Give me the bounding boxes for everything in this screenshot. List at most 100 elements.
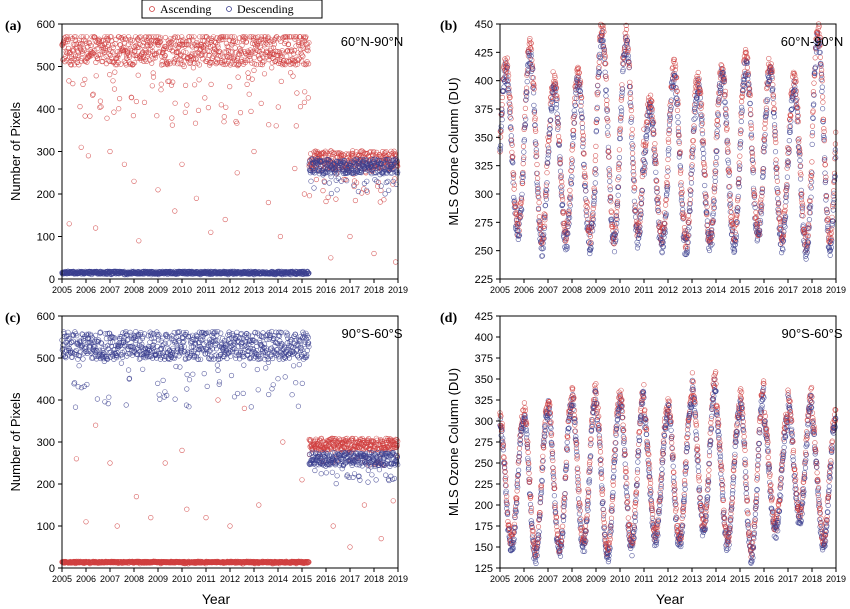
data-point-ascending <box>251 55 257 61</box>
data-point-ascending <box>170 49 176 55</box>
data-point-ascending <box>213 60 219 67</box>
data-point-ascending <box>216 37 222 43</box>
x-tick-label: 2019 <box>388 285 408 295</box>
data-point-ascending <box>129 37 135 44</box>
data-point-ascending <box>809 123 816 129</box>
data-point-ascending <box>631 172 637 178</box>
data-point-ascending <box>170 79 176 85</box>
data-point-ascending <box>190 37 196 43</box>
panel-label-b: (b) <box>440 19 457 34</box>
data-point-ascending <box>181 58 187 64</box>
data-point-ascending <box>681 225 688 231</box>
data-point-ascending <box>222 34 229 40</box>
data-point-ascending <box>216 48 223 54</box>
data-point-descending <box>523 116 529 122</box>
data-point-ascending <box>665 156 671 163</box>
data-point-descending <box>344 178 350 184</box>
data-point-ascending <box>221 34 227 40</box>
data-point-ascending <box>154 39 160 46</box>
data-point-ascending <box>195 41 201 47</box>
data-point-ascending <box>202 52 208 58</box>
data-point-ascending <box>193 56 199 62</box>
data-point-ascending <box>536 200 542 206</box>
x-tick-label: 2019 <box>826 285 846 295</box>
data-point-descending <box>383 179 389 186</box>
data-point-ascending <box>249 76 255 82</box>
data-point-ascending <box>107 52 114 58</box>
data-point-ascending <box>179 34 185 40</box>
data-point-ascending <box>179 161 185 167</box>
data-point-descending <box>593 171 599 177</box>
data-point-ascending <box>146 34 152 40</box>
x-tick-label: 2009 <box>586 285 606 295</box>
data-point-ascending <box>71 47 77 53</box>
data-point-ascending <box>299 52 305 58</box>
data-point-descending <box>533 147 539 153</box>
data-point-ascending <box>156 42 162 48</box>
data-point-ascending <box>196 50 202 57</box>
data-point-ascending <box>82 76 88 82</box>
data-point-ascending <box>368 149 374 155</box>
data-point-descending <box>803 256 809 262</box>
data-point-ascending <box>110 42 116 48</box>
x-tick-label: 2010 <box>172 285 192 295</box>
data-point-descending <box>747 100 753 106</box>
data-point-ascending <box>593 143 599 149</box>
data-point-ascending <box>273 35 279 41</box>
data-point-ascending <box>113 55 120 61</box>
data-point-ascending <box>155 187 161 193</box>
data-point-ascending <box>301 99 308 105</box>
data-point-ascending <box>91 34 97 40</box>
y-tick-label: 500 <box>37 62 55 74</box>
data-point-ascending <box>377 199 383 205</box>
data-point-ascending <box>141 58 147 65</box>
x-axis-label-left: Year <box>202 591 231 607</box>
data-point-ascending <box>168 41 174 47</box>
data-point-ascending <box>79 41 85 47</box>
data-point-ascending <box>737 153 743 159</box>
data-point-ascending <box>177 56 183 62</box>
data-point-ascending <box>80 34 86 40</box>
data-point-ascending <box>89 34 95 40</box>
data-point-ascending <box>664 173 670 180</box>
data-point-ascending <box>652 141 658 147</box>
data-point-ascending <box>381 197 387 203</box>
data-point-descending <box>334 187 340 193</box>
data-point-ascending <box>69 35 76 42</box>
data-point-ascending <box>304 41 311 47</box>
data-point-ascending <box>66 78 72 84</box>
data-point-ascending <box>559 197 566 203</box>
data-point-ascending <box>218 37 224 43</box>
data-point-ascending <box>201 46 207 52</box>
data-point-ascending <box>295 57 301 63</box>
data-point-ascending <box>108 38 115 44</box>
data-point-descending <box>700 155 707 161</box>
data-point-ascending <box>147 57 153 63</box>
y-axis-label-b: MLS Ozone Column (DU) <box>446 77 461 225</box>
data-point-ascending <box>300 53 306 59</box>
data-point-ascending <box>275 104 281 110</box>
data-point-ascending <box>148 34 154 40</box>
data-point-descending <box>607 187 613 193</box>
data-point-descending <box>545 152 551 158</box>
data-point-ascending <box>288 70 294 76</box>
data-point-ascending <box>590 205 596 212</box>
data-point-ascending <box>238 50 244 56</box>
x-tick-label: 2011 <box>196 285 215 295</box>
data-point-ascending <box>361 186 367 192</box>
data-point-ascending <box>134 52 140 58</box>
data-point-descending <box>786 138 792 144</box>
data-point-ascending <box>240 61 247 67</box>
data-point-ascending <box>174 48 180 55</box>
data-point-descending <box>809 130 816 136</box>
data-point-descending <box>653 169 659 175</box>
data-point-ascending <box>107 58 113 65</box>
data-point-descending <box>819 88 825 94</box>
data-point-ascending <box>393 259 399 265</box>
data-point-ascending <box>108 34 114 40</box>
data-point-ascending <box>603 101 610 108</box>
data-point-descending <box>308 178 314 184</box>
data-point-ascending <box>225 54 231 60</box>
data-point-ascending <box>341 176 347 182</box>
